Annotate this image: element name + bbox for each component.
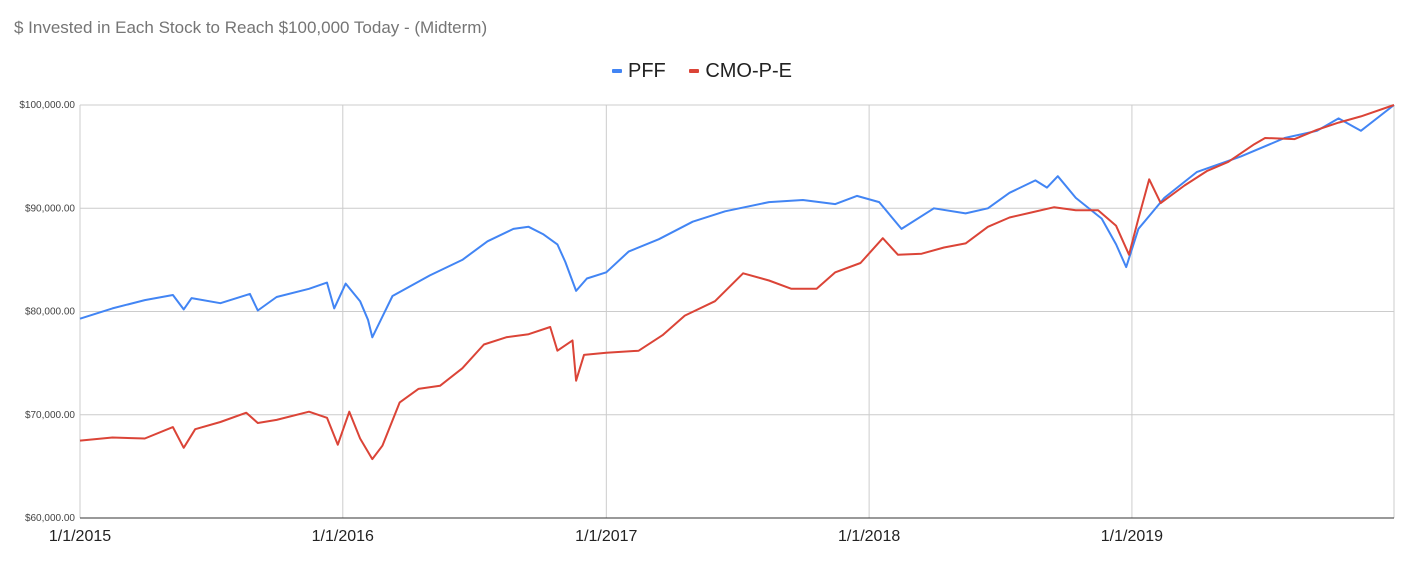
chart-legend: PFF CMO-P-E [0, 56, 1404, 83]
series-line-pff[interactable] [79, 104, 1395, 339]
x-tick-label: 1/1/2018 [838, 528, 900, 545]
x-tick-label: 1/1/2016 [312, 528, 374, 545]
x-tick-label: 1/1/2019 [1101, 528, 1163, 545]
series-line-cmo-p-e[interactable] [79, 104, 1395, 461]
y-tick-label: $100,000.00 [19, 100, 75, 111]
grid [79, 104, 1395, 519]
x-tick-label: 1/1/2015 [49, 528, 111, 545]
legend-label-cmo-p-e: CMO-P-E [705, 59, 792, 82]
legend-swatch-cmo-p-e [689, 69, 700, 73]
legend-item-pff[interactable]: PFF [611, 59, 666, 83]
y-axis: $60,000.00 $70,000.00 $80,000.00 $90,000.00… [19, 100, 75, 524]
legend-item-cmo-p-e[interactable]: CMO-P-E [689, 60, 792, 83]
y-tick-label: $70,000.00 [25, 410, 75, 421]
y-tick-label: $80,000.00 [25, 307, 75, 318]
y-tick-label: $90,000.00 [25, 203, 75, 214]
y-tick-label: $60,000.00 [25, 513, 75, 524]
x-axis: 1/1/2015 1/1/2016 1/1/2017 1/1/2018 1/1/2019 [49, 528, 1163, 545]
legend-label-pff: PFF [627, 59, 666, 82]
plot-lines [79, 104, 1395, 461]
legend-swatch-pff [611, 69, 622, 73]
chart-title: $ Invested in Each Stock to Reach $100,0… [14, 18, 488, 37]
x-tick-label: 1/1/2017 [575, 528, 637, 545]
